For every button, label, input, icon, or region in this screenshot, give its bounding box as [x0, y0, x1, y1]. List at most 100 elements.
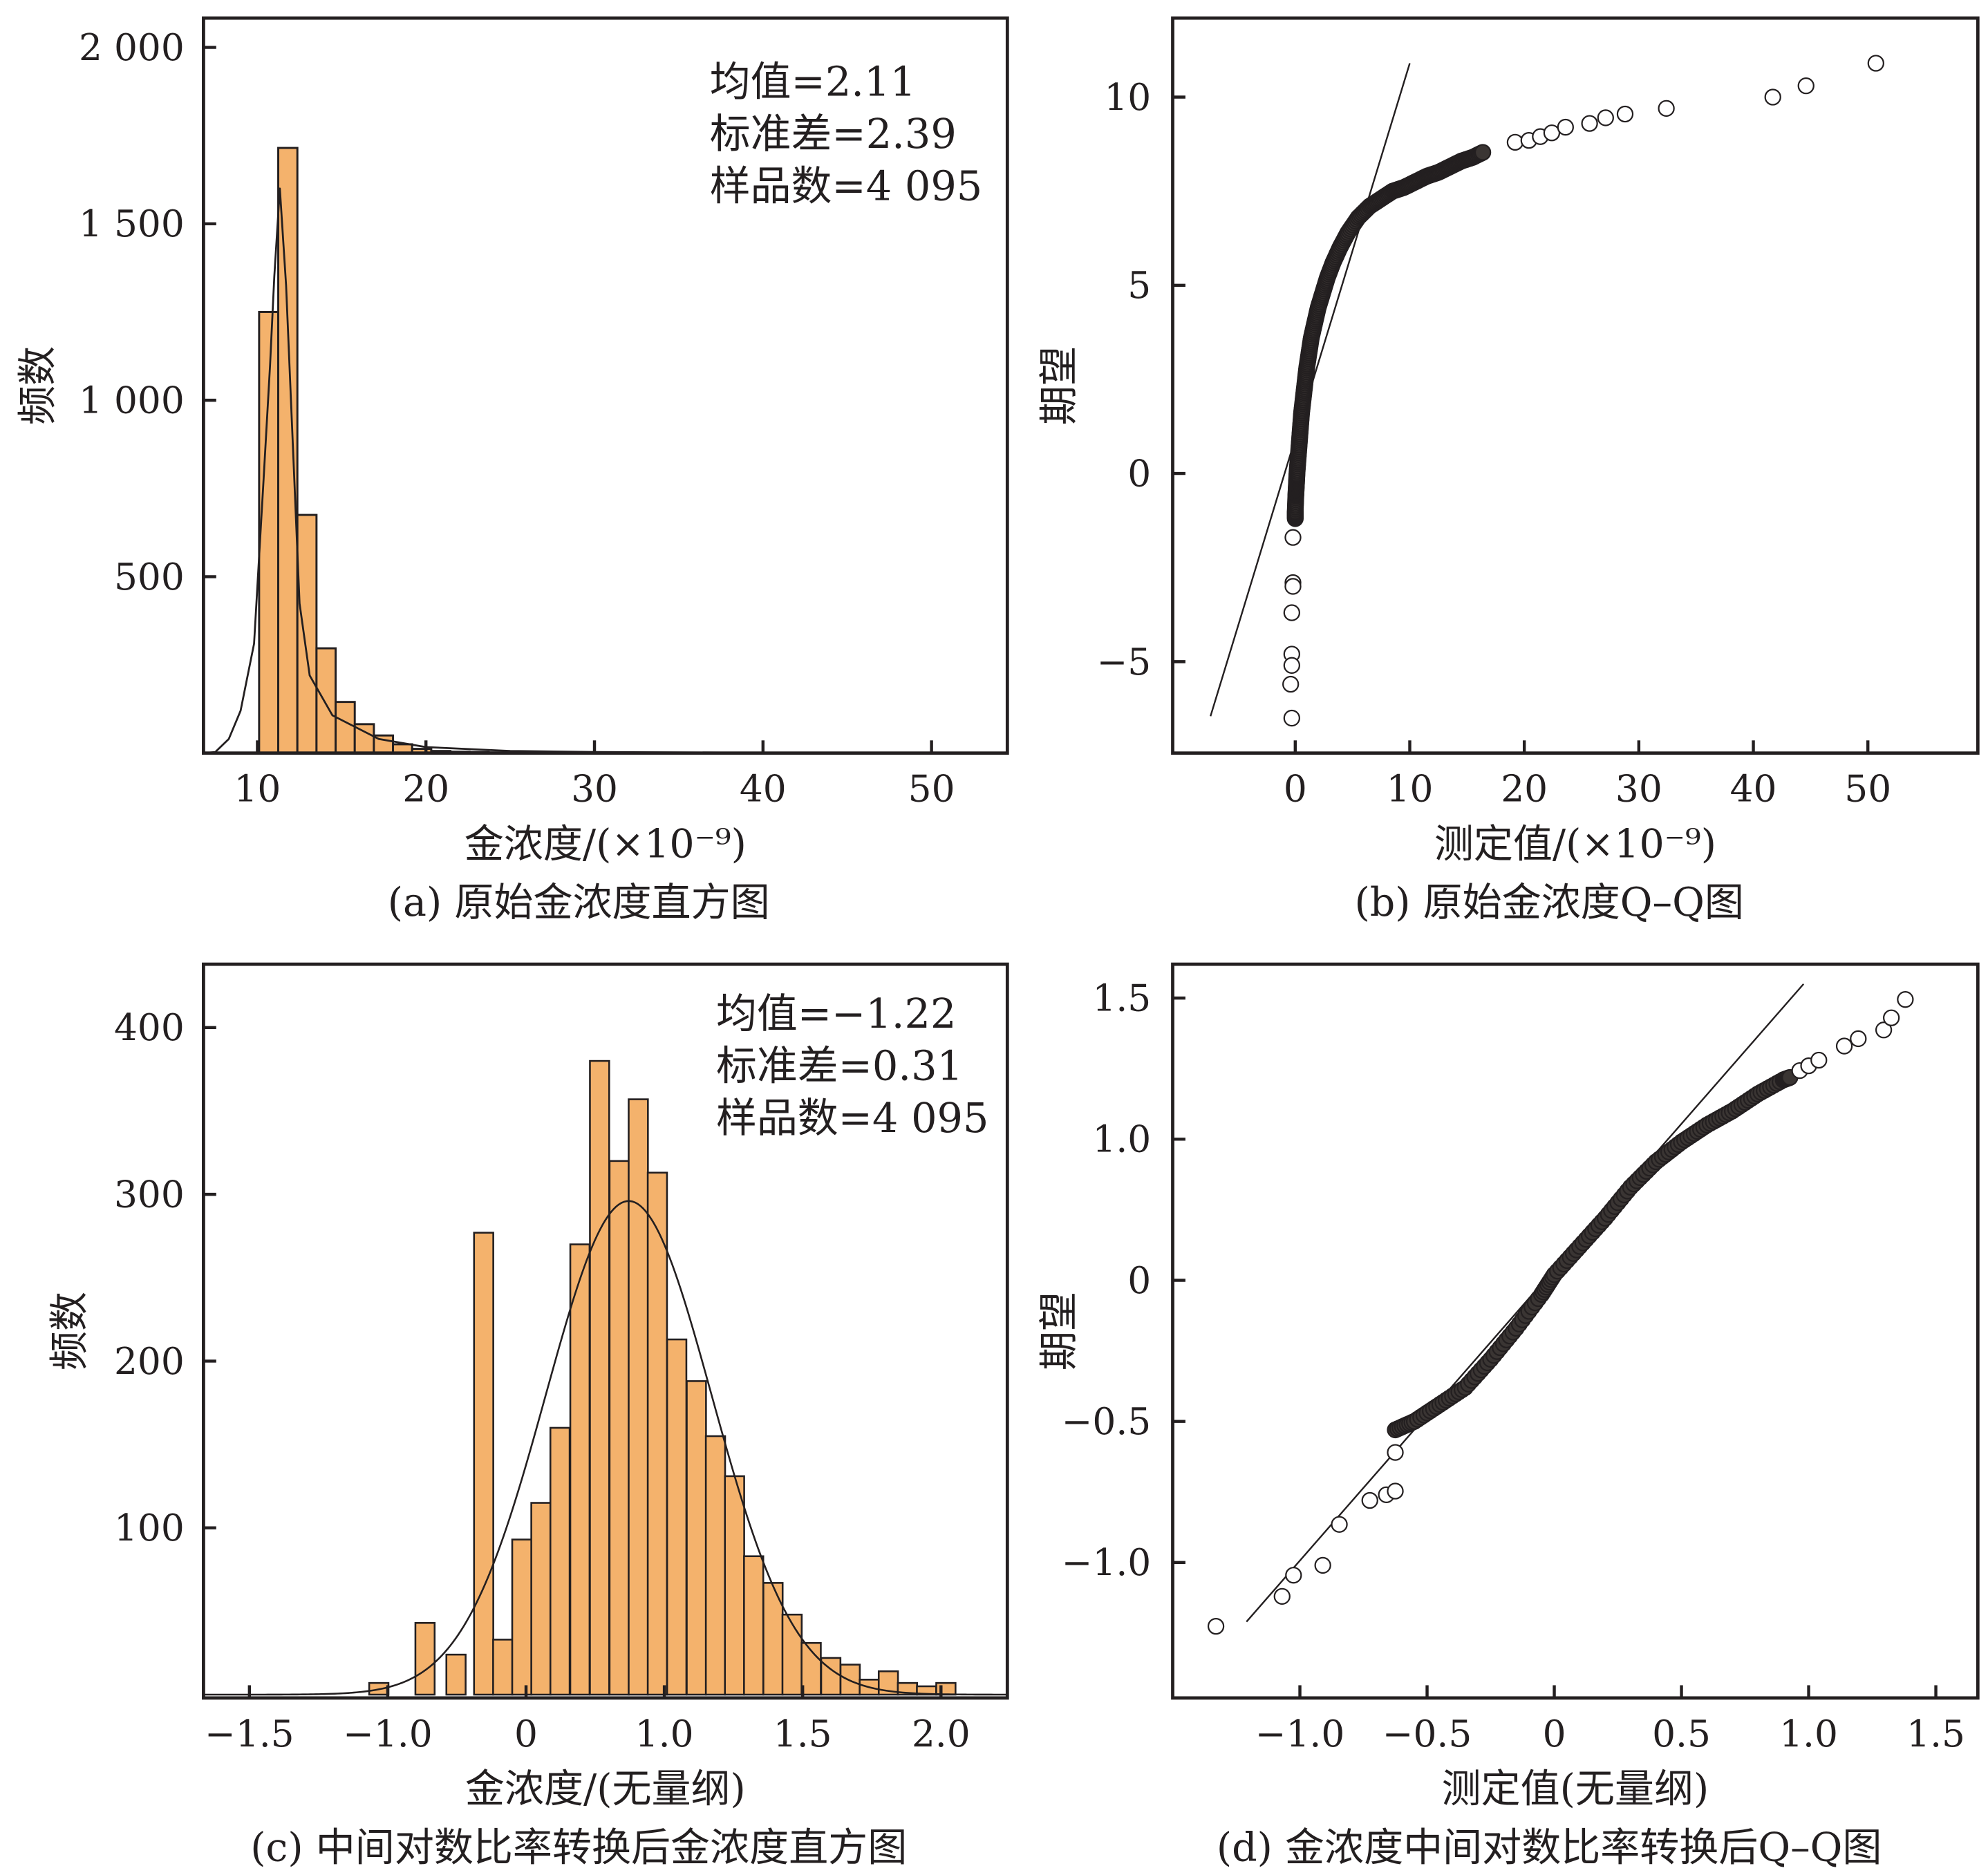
fit-curve	[203, 187, 1008, 753]
histogram-bar	[781, 1613, 803, 1696]
histogram-bar	[511, 1538, 533, 1696]
histogram-bar	[445, 1653, 467, 1696]
histogram-bar	[628, 1098, 649, 1696]
qq-point	[1361, 1491, 1378, 1509]
qq-point	[1283, 604, 1300, 621]
qq-point	[1285, 1567, 1302, 1584]
qq-point	[1557, 118, 1574, 136]
stats-text: 均值=2.11	[710, 57, 916, 105]
histogram-bar	[935, 1681, 957, 1696]
x-tick-label: 0	[1284, 767, 1307, 811]
x-tick-label: 0	[1543, 1712, 1566, 1755]
qq-point	[1283, 657, 1300, 674]
y-tick-label: 1.0	[1092, 1118, 1151, 1161]
plot-area	[203, 147, 1008, 753]
histogram-bar	[743, 1555, 765, 1696]
qq-point	[1616, 105, 1634, 123]
panel-d: −1.0 −0.5 0 0.5 1.0 1.5 −1.0 −0.5 0 1.0 1.5 测定值(无量纲…	[1036, 962, 1980, 1870]
x-tick-label: 50	[1844, 767, 1891, 811]
y-axis-label: 期望	[1036, 1292, 1082, 1370]
y-tick-label: 2 000	[79, 26, 185, 69]
qq-point	[1810, 1051, 1828, 1069]
x-tick-label: 20	[1501, 767, 1548, 811]
qq-point	[1314, 1556, 1331, 1574]
panel-c: −1.5 −1.0 0 1.0 1.5 2.0 100 200 300 400 金浓度/(无量纲) 频…	[47, 962, 1009, 1870]
y-tick-label: −5	[1097, 640, 1152, 684]
panel-a: 10 20 30 40 50 500 1 000 1 500 2 000 金浓度/(×10⁻⁹) 频…	[15, 16, 1009, 925]
qq-point	[1850, 1030, 1867, 1048]
axes-frame	[1171, 962, 1980, 1700]
x-tick-label: −1.0	[1255, 1712, 1345, 1755]
plot-area	[1207, 983, 1914, 1635]
plot-area	[203, 1059, 1008, 1696]
histogram-bar	[414, 1621, 436, 1696]
qq-point	[1597, 109, 1614, 126]
y-tick-label: 0	[1127, 1259, 1151, 1302]
x-tick-label: 1.5	[1906, 1712, 1965, 1755]
stats-text: 样品数=4 095	[710, 162, 983, 209]
stats-text: 标准差=0.31	[716, 1042, 963, 1090]
qq-point	[1797, 77, 1814, 95]
qq-point	[1581, 115, 1598, 132]
x-tick-label: −0.5	[1382, 1712, 1472, 1755]
panel-caption: (d) 金浓度中间对数比率转换后Q–Q图	[1217, 1825, 1882, 1870]
qq-point	[1883, 1009, 1900, 1026]
qq-point	[1867, 55, 1884, 72]
y-tick-label: −1.0	[1062, 1540, 1152, 1584]
histogram-bar	[839, 1664, 861, 1696]
qq-point	[1543, 124, 1561, 142]
x-tick-label: 40	[740, 767, 787, 811]
qq-point	[1875, 1021, 1893, 1039]
x-tick-label: 20	[402, 767, 449, 811]
y-axis-label: 频数	[47, 1292, 93, 1370]
x-tick-label: 10	[1387, 767, 1434, 811]
normal-fit-curve	[203, 1200, 1008, 1696]
axes-frame	[202, 16, 1009, 755]
x-tick-label: 0	[514, 1712, 538, 1755]
stats-text: 均值=−1.22	[716, 990, 957, 1037]
x-tick-label: 40	[1730, 767, 1777, 811]
qq-point	[1506, 133, 1524, 151]
x-tick-label: 1.0	[1779, 1712, 1838, 1755]
histogram-bar	[530, 1502, 552, 1696]
x-tick-label: −1.0	[343, 1712, 433, 1755]
panel-caption: (c) 中间对数比率转换后金浓度直方图	[250, 1825, 907, 1870]
histogram-bar	[646, 1171, 668, 1696]
x-tick-label: 2.0	[912, 1712, 970, 1755]
qq-point	[1387, 1482, 1404, 1500]
qq-point	[1474, 144, 1492, 161]
qq-point	[1273, 1587, 1291, 1605]
x-axis-label: 金浓度/(×10⁻⁹)	[465, 822, 747, 867]
histogram-bar	[492, 1639, 514, 1696]
stats-text: 样品数=4 095	[716, 1094, 989, 1142]
y-tick-label: 10	[1104, 75, 1151, 119]
y-tick-label: 0	[1127, 451, 1151, 495]
x-axis-label: 金浓度/(无量纲)	[465, 1766, 746, 1812]
histogram-bar	[589, 1059, 610, 1696]
qq-point	[1835, 1037, 1853, 1055]
qq-point	[1897, 991, 1914, 1008]
y-tick-label: 500	[114, 555, 185, 599]
histogram-bar	[277, 147, 299, 753]
x-tick-label: 1.5	[773, 1712, 832, 1755]
qq-point	[1764, 88, 1781, 106]
histogram-bar	[315, 647, 337, 753]
x-tick-label: −1.5	[205, 1712, 294, 1755]
stats-text: 标准差=2.39	[710, 110, 957, 158]
histogram-bar	[724, 1475, 745, 1696]
x-tick-label: 30	[571, 767, 618, 811]
histogram-bar	[608, 1160, 630, 1696]
y-tick-label: 1.5	[1092, 977, 1151, 1020]
histogram-bar	[296, 513, 318, 753]
qq-point	[1331, 1516, 1348, 1533]
plot-area	[1210, 55, 1884, 727]
y-tick-label: 5	[1127, 263, 1151, 307]
y-tick-label: 300	[114, 1173, 185, 1216]
y-tick-label: 200	[114, 1339, 185, 1383]
y-axis-label: 期望	[1036, 346, 1082, 425]
y-tick-label: 100	[114, 1506, 185, 1549]
x-tick-label: 1.0	[635, 1712, 694, 1755]
qq-point	[1284, 529, 1302, 546]
